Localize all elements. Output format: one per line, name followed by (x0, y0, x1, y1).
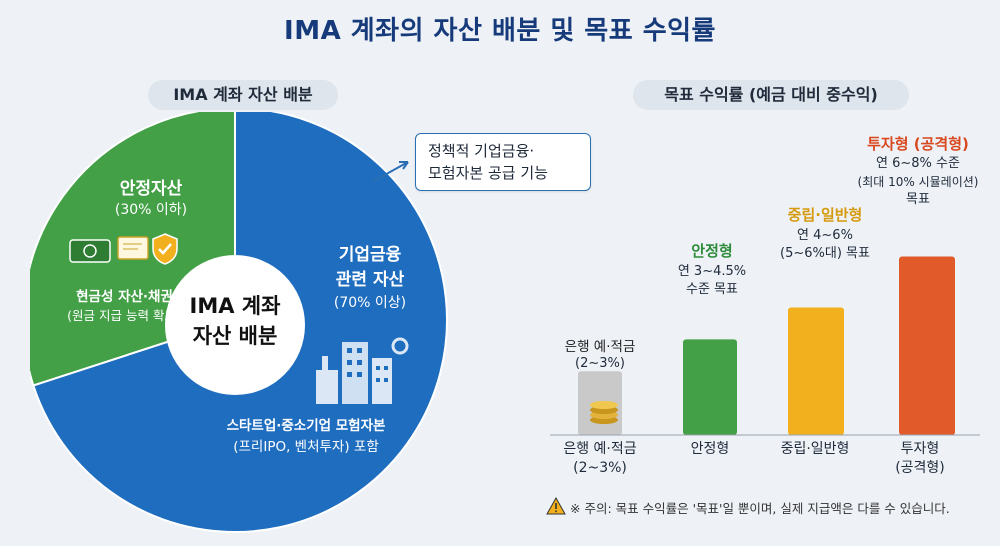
cash-icon (68, 236, 114, 270)
donut-center (165, 255, 305, 395)
bar-label-stable: 안정형 (691, 242, 733, 260)
bar-sub-bank: (2~3%) (575, 356, 625, 371)
bar-sub-stable-1: 연 3~4.5% (677, 264, 747, 279)
bar-label-bank: 은행 예·적금 (564, 339, 636, 355)
bar-2 (788, 307, 844, 435)
bar-sub-aggressive-3: 목표 (906, 192, 930, 207)
callout-arrow-icon (371, 161, 409, 183)
coins-icon (584, 396, 624, 430)
policy-callout: 정책적 기업금융· 모험자본 공급 기능 (415, 133, 591, 191)
safe-asset-desc: 현금성 자산·채권 (76, 289, 173, 305)
buildings-icon (312, 330, 412, 410)
bar-label-neutral: 중립·일반형 (787, 206, 863, 224)
safe-asset-pct: (30% 이하) (114, 202, 188, 218)
return-subtitle: 목표 수익률 (예금 대비 중수익) (633, 80, 909, 110)
bar-sub-neutral-1: 연 4~6% (797, 228, 853, 243)
xlabel-aggressive-line-2: (공격형) (895, 460, 945, 476)
certificate-icon (116, 234, 150, 270)
callout-line-2: 모험자본 공급 기능 (428, 164, 548, 182)
bar-sub-aggressive-1: 연 6~8% 수준 (876, 156, 960, 171)
corp-asset-title-2: 관련 자산 (335, 270, 405, 290)
center-label-1: IMA 계좌 (189, 294, 281, 318)
xlabel-neutral: 중립·일반형 (760, 440, 870, 459)
callout-line-1: 정책적 기업금융· (428, 142, 535, 160)
bar-1 (683, 339, 737, 435)
bar-sub-neutral-2: (5~6%대) 목표 (780, 246, 870, 261)
xlabel-aggressive: 투자형 (공격형) (870, 440, 970, 478)
safe-asset-note: (원금 지급 능력 확보) (67, 308, 181, 323)
xlabel-aggressive-line-1: 투자형 (900, 441, 940, 457)
shield-check-icon (150, 232, 180, 270)
xlabel-stable-line-1: 안정형 (690, 441, 730, 457)
xlabel-bank: 은행 예·적금 (2~3%) (545, 440, 655, 478)
corp-asset-pct: (70% 이상) (333, 295, 407, 311)
page-title: IMA 계좌의 자산 배분 및 목표 수익률 (284, 16, 716, 46)
xlabel-bank-line-2: (2~3%) (573, 460, 627, 476)
safe-asset-title: 안정자산 (119, 179, 183, 199)
disclaimer-note: ※ 주의: 목표 수익률은 '목표'일 뿐이며, 실제 지급액은 다를 수 있습… (570, 501, 950, 516)
corp-asset-desc: 스타트업·중소기업 모험자본 (226, 418, 386, 434)
allocation-subtitle: IMA 계좌 자산 배분 (148, 80, 338, 110)
xlabel-bank-line-1: 은행 예·적금 (563, 441, 637, 457)
warning-icon (546, 497, 566, 515)
target-return-bar-chart (550, 256, 980, 436)
bar-sub-aggressive-2: (최대 10% 시뮬레이션) (857, 175, 979, 189)
corp-asset-note: (프리IPO, 벤처투자) 포함 (233, 439, 379, 455)
bar-sub-stable-2: 수준 목표 (686, 282, 738, 297)
xlabel-stable: 안정형 (660, 440, 760, 459)
center-label-2: 자산 배분 (192, 324, 278, 348)
corp-asset-title-1: 기업금융 (338, 245, 402, 265)
xlabel-neutral-line-1: 중립·일반형 (780, 441, 850, 457)
bar-3 (899, 256, 955, 435)
bar-label-aggressive: 투자형 (공격형) (867, 135, 969, 153)
